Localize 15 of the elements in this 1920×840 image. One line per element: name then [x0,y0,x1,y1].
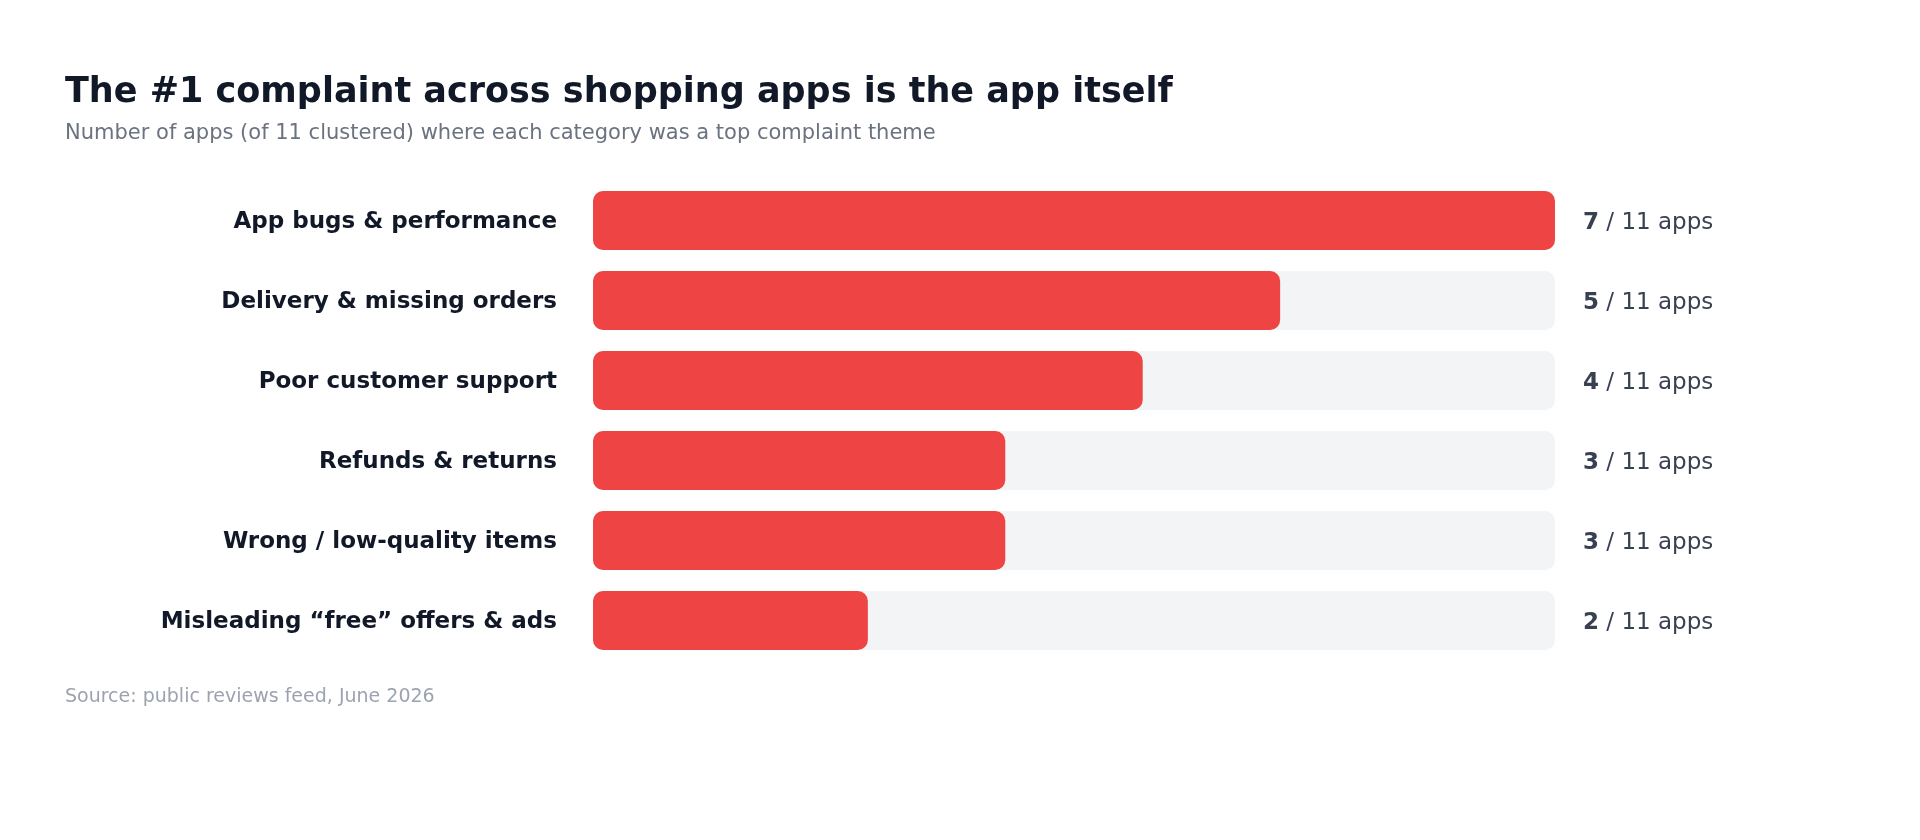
data-label: 4 / 11 apps [1583,367,1714,394]
y-tick-label: Misleading “free” offers & ads [160,607,557,634]
data-label: 3 / 11 apps [1583,447,1714,474]
y-tick-label: Wrong / low-quality items [222,527,557,554]
chart-title: The #1 complaint across shopping apps is the app itself [65,70,1174,110]
y-tick-label: App bugs & performance [233,207,557,234]
source-note: Source: public reviews feed, June 2026 [65,684,436,706]
y-tick-label: Delivery & missing orders [221,287,557,314]
data-label: 7 / 11 apps [1583,207,1714,234]
data-label: 2 / 11 apps [1583,607,1714,634]
y-tick-label: Poor customer support [258,367,557,394]
data-label: 5 / 11 apps [1583,287,1714,314]
chart-subtitle: Number of apps (of 11 clustered) where each category was a top complaint theme [65,120,937,144]
data-label: 3 / 11 apps [1583,527,1714,554]
y-tick-label: Refunds & returns [318,447,557,474]
